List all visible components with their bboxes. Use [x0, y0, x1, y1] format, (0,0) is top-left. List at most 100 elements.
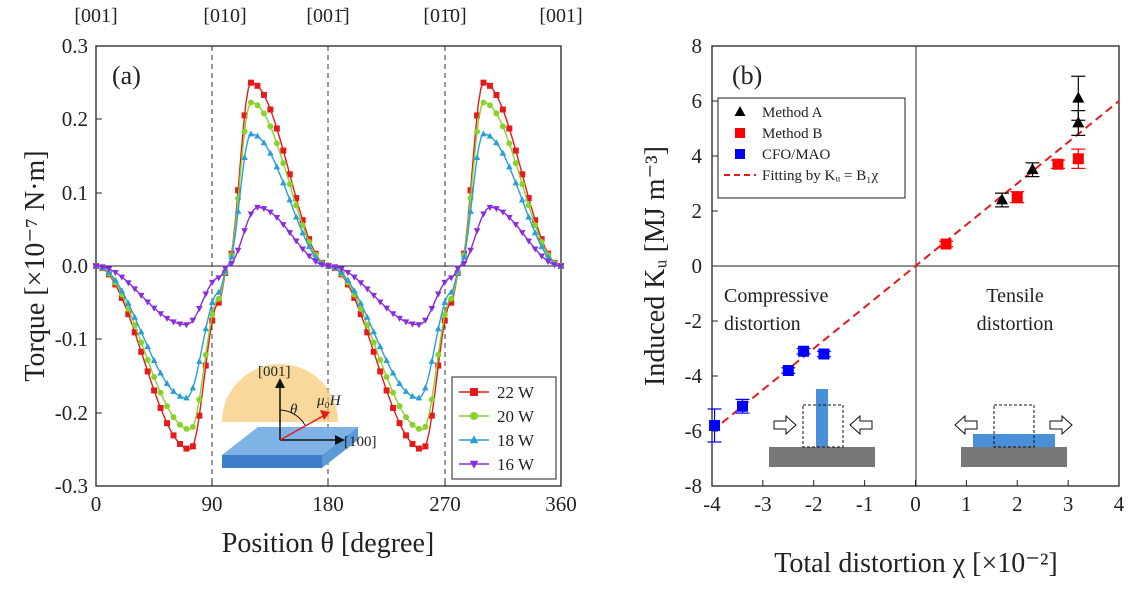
series-point: [402, 319, 410, 326]
series-point: [383, 357, 390, 364]
data-point: [1072, 153, 1084, 165]
series-point: [544, 253, 552, 260]
series-point: [370, 339, 377, 346]
series-point: [241, 112, 248, 119]
series-point: [389, 369, 397, 376]
series-point: [506, 163, 513, 170]
inset-plate-top: [222, 427, 358, 455]
series-point: [215, 299, 222, 306]
series-point: [357, 280, 365, 287]
legend-marker: [470, 412, 478, 420]
series-point: [164, 420, 171, 427]
series-point: [273, 125, 280, 132]
ytick-b: 6: [692, 89, 703, 113]
series-point: [415, 445, 422, 452]
series-point: [286, 196, 294, 203]
series-point: [389, 311, 397, 318]
xtick-b: 2: [1012, 492, 1023, 516]
inset-field-arrow-icon: [320, 410, 330, 420]
legend-a: 22 W 20 W 18 W 16 W: [451, 376, 557, 480]
series-point: [428, 306, 436, 313]
xtick-b: 3: [1063, 492, 1074, 516]
series-point: [183, 425, 190, 432]
series-point: [170, 414, 177, 421]
series-point: [532, 222, 539, 229]
series-point: [286, 230, 294, 237]
series-point: [241, 228, 248, 235]
xtick-b: -2: [805, 492, 823, 516]
dir-label-3: [01̄0]: [423, 5, 466, 27]
series-point: [422, 384, 429, 391]
series-point: [137, 328, 145, 335]
series-point: [137, 292, 145, 299]
series-point: [460, 253, 468, 260]
series-point: [176, 321, 184, 328]
xtick-a-4: 360: [545, 492, 577, 516]
ytick-a-1: -0.2: [55, 401, 88, 425]
series-point: [376, 343, 384, 350]
series-point: [234, 207, 242, 214]
series-point: [170, 432, 177, 439]
series-point: [138, 339, 145, 346]
series-point: [267, 123, 274, 130]
series-point: [519, 171, 526, 178]
series-point: [480, 79, 487, 86]
series-b-2: [707, 345, 831, 443]
arrow-left-icon: [954, 414, 978, 436]
series-point: [370, 348, 377, 355]
series-point: [144, 357, 151, 364]
inset-plate-side: [322, 427, 358, 468]
data-point: [1072, 116, 1085, 128]
legend-a-label: 20 W: [497, 407, 535, 426]
series-point: [118, 287, 126, 294]
series-point: [531, 229, 539, 236]
series-point: [260, 91, 267, 98]
xtick-b: -1: [856, 492, 874, 516]
data-point: [940, 238, 952, 250]
series-point: [241, 128, 248, 135]
series-point: [370, 292, 378, 299]
legend-b: Method A Method B CFO/MAO Fitting by Kᵤ = B…: [717, 97, 906, 199]
series-point: [208, 298, 216, 305]
series-point: [363, 286, 371, 293]
series-point: [183, 394, 190, 401]
series-point: [351, 287, 358, 294]
series-point: [131, 313, 139, 320]
series-point: [532, 217, 539, 224]
tensile-label-2: distortion: [977, 313, 1054, 335]
legend-a-label: 16 W: [497, 455, 535, 474]
series-point: [467, 187, 474, 194]
series-point: [493, 139, 500, 146]
series-a-3: [92, 204, 565, 329]
series-point: [499, 123, 506, 130]
series-point: [112, 269, 119, 276]
xtick-a-3: 270: [429, 492, 461, 516]
series-point: [525, 195, 532, 202]
series-point: [493, 91, 500, 98]
series-point: [441, 279, 449, 286]
dir-label-1: [010]: [203, 5, 246, 27]
series-point: [448, 299, 455, 306]
series-point: [402, 387, 410, 394]
series-point: [124, 299, 132, 306]
series-point: [486, 82, 493, 89]
inset-label-theta: θ: [290, 402, 298, 418]
series-point: [454, 265, 461, 272]
series-point: [396, 420, 403, 427]
series-point: [344, 276, 352, 283]
series-point: [403, 414, 409, 421]
ytick-a-4: 0.1: [62, 181, 88, 205]
fit-line: [711, 100, 1120, 432]
series-point: [176, 421, 183, 428]
panel-label-b: (b): [732, 61, 762, 90]
series-point: [422, 317, 429, 324]
series-point: [364, 329, 371, 336]
series-point: [189, 443, 196, 450]
series-point: [234, 247, 242, 254]
legend-b-label: Method B: [762, 126, 822, 142]
xtick-b: 4: [1114, 492, 1125, 516]
series-point: [351, 294, 358, 301]
xtick-b: -4: [703, 492, 721, 516]
series-point: [209, 311, 216, 318]
inset-angle-arc: [279, 409, 306, 426]
